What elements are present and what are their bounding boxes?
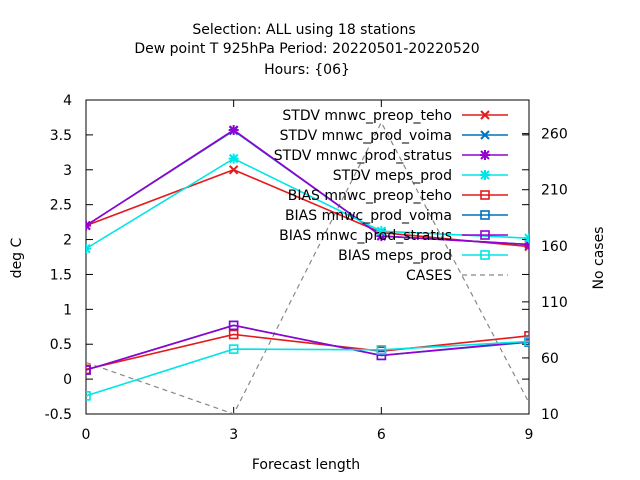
legend-entry: STDV mnwc_prod_voima: [280, 128, 508, 144]
data-point: [228, 125, 239, 136]
x-tick-label: 0: [82, 427, 91, 443]
legend-entry: BIAS mnwc_prod_stratus: [279, 228, 508, 244]
y2-tick-label: 110: [541, 295, 568, 311]
data-point: [228, 320, 239, 331]
legend-marker: [480, 170, 490, 180]
legend-entry: STDV mnwc_prod_stratus: [274, 148, 508, 164]
data-point: [376, 226, 387, 237]
x-tick-label: 6: [377, 427, 386, 443]
chart-title: Selection: ALL using 18 stations Dew poi…: [134, 22, 479, 78]
y-tick-label: 0.5: [50, 337, 72, 353]
y2-axis-label: No cases: [591, 227, 607, 290]
series-line: [86, 324, 529, 371]
chart-title-line-2: Dew point T 925hPa Period: 20220501-2022…: [134, 41, 479, 57]
y-tick-label: 0: [63, 372, 72, 388]
legend-label: BIAS mnwc_preop_teho: [288, 188, 452, 204]
legend: STDV mnwc_preop_teho STDV mnwc_prod_voima…: [274, 108, 508, 284]
y-tick-label: 2: [63, 233, 72, 249]
legend-entry: STDV meps_prod: [333, 168, 508, 184]
x-tick-label: 9: [525, 427, 534, 443]
y-tick-label: 3.5: [50, 128, 72, 144]
legend-entry: STDV mnwc_preop_teho: [282, 108, 508, 124]
data-point: [86, 220, 91, 231]
plot-frame: [85, 99, 530, 415]
y-tick-label: 3: [63, 163, 72, 179]
data-point: [524, 233, 529, 244]
series-line: [86, 157, 529, 250]
x-tick-label: 3: [229, 427, 238, 443]
y-tick-label: 2.5: [50, 198, 72, 214]
data-point: [524, 336, 529, 347]
y2-tick-label: 160: [541, 239, 568, 255]
legend-entry: BIAS meps_prod: [338, 248, 508, 264]
series-cases: [86, 121, 529, 414]
data-point: [524, 331, 529, 341]
series-stdv-meps-prod: [86, 153, 529, 254]
legend-marker: [480, 150, 490, 160]
legend-entry: BIAS mnwc_prod_voima: [285, 208, 508, 224]
data-point: [228, 329, 239, 340]
y2-tick-label: 60: [541, 351, 559, 367]
legend-label: BIAS meps_prod: [338, 248, 452, 264]
y2-tick-label: 10: [541, 407, 559, 423]
legend-marker: [480, 110, 490, 120]
legend-marker: [480, 190, 490, 200]
legend-entry: CASES: [406, 268, 508, 284]
legend-label: STDV mnwc_prod_stratus: [274, 148, 452, 164]
legend-label: STDV meps_prod: [333, 168, 452, 184]
legend-marker: [480, 250, 490, 260]
data-point: [376, 350, 387, 361]
series-line: [86, 121, 529, 414]
y2-tick-label: 260: [541, 127, 568, 143]
data-point: [86, 243, 91, 254]
axes: -0.5 0 0.5 1 1.5 2 2.5 3 3.5 4 0 3 6 9 10 60 110 160 210 26…: [45, 93, 568, 443]
series-line: [86, 340, 529, 397]
series-layer: [86, 121, 529, 414]
data-point: [228, 344, 239, 354]
series-bias-mnwc-prod-stratus: [86, 320, 529, 375]
series-bias-meps-prod: [86, 336, 529, 401]
legend-label: BIAS mnwc_prod_voima: [285, 208, 452, 224]
data-point: [376, 345, 387, 355]
data-point: [86, 391, 91, 401]
legend-label: STDV mnwc_preop_teho: [282, 108, 452, 124]
legend-label: STDV mnwc_prod_voima: [280, 128, 452, 144]
data-point: [228, 153, 239, 164]
chart-title-line-1: Selection: ALL using 18 stations: [192, 22, 415, 38]
legend-marker: [480, 230, 490, 240]
legend-marker: [480, 210, 490, 220]
legend-entry: BIAS mnwc_preop_teho: [288, 188, 508, 204]
data-point: [228, 165, 239, 175]
y-tick-label: -0.5: [45, 407, 72, 423]
y-tick-label: 1.5: [50, 267, 72, 283]
legend-label: CASES: [406, 268, 452, 284]
y-tick-label: 1: [63, 302, 72, 318]
y-axis-label: deg C: [9, 237, 25, 278]
series-bias-mnwc-preop-teho: [86, 329, 529, 375]
x-axis-label: Forecast length: [252, 457, 360, 473]
data-point: [86, 365, 91, 375]
series-line: [86, 129, 529, 246]
legend-label: BIAS mnwc_prod_stratus: [279, 228, 452, 244]
y-tick-label: 4: [63, 93, 72, 109]
y2-tick-label: 210: [541, 183, 568, 199]
series-line: [86, 333, 529, 371]
chart-title-line-3: Hours: {06}: [264, 62, 350, 78]
legend-marker: [480, 130, 490, 140]
